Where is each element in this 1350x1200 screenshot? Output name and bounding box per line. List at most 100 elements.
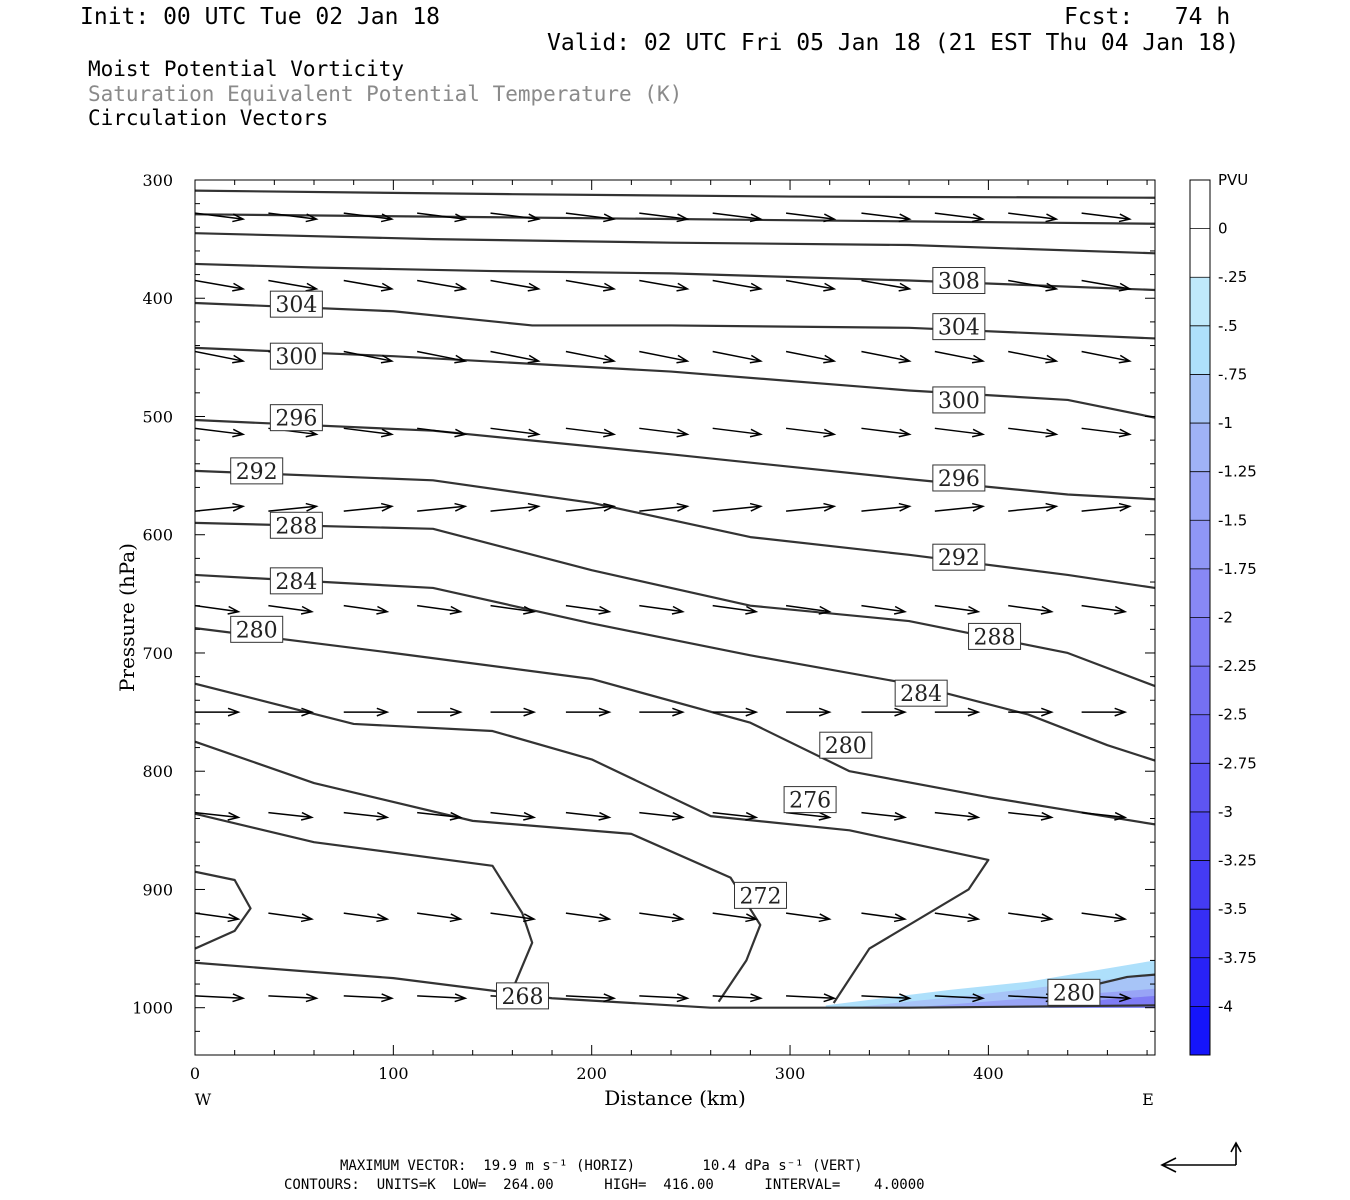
colorbar-bin [1190,228,1210,278]
max-vector-note: MAXIMUM VECTOR: 19.9 m s⁻¹ (HORIZ) 10.4 … [340,1158,863,1174]
contour-label: 296 [275,407,317,432]
theta-contour-308-0 [195,213,1155,225]
vector-arrow [343,993,394,1003]
vector-arrow [785,604,832,615]
vector-arrow [712,427,763,438]
colorbar-bin [1190,471,1210,521]
y-axis-title: Pressure (hPa) [115,543,139,692]
colorbar-bin [1190,763,1210,812]
vector-arrow [1008,212,1059,223]
vector-arrow [712,212,763,223]
y-tick-label: 400 [142,289,173,308]
contour-label: 280 [825,734,867,759]
vector-arrow [1081,350,1132,364]
vector-arrow [1081,212,1132,223]
vector-arrow [565,707,612,717]
vector-arrow [490,912,537,923]
vector-arrow [639,912,685,923]
colorbar-bin [1190,277,1210,326]
vector-arrow [1008,707,1054,717]
contour-label: 284 [900,682,942,707]
vector-arrow [343,502,394,512]
vector-arrow [490,427,541,438]
theta-contour-288-8 [195,521,1155,688]
theta-contour-280-10 [195,627,1155,826]
vector-arrow [417,604,463,615]
vector-arrow [343,707,390,717]
vector-arrow [268,212,319,223]
contour-label-box [495,982,549,1010]
vector-arrow [934,912,981,923]
pv-shading [825,960,1155,1008]
vector-arrow [861,279,912,292]
colorbar-tick-label: -3 [1218,803,1233,821]
vector-arrow [417,350,468,364]
colorbar-bin [1190,180,1210,229]
theta-contour-264-14 [195,870,252,950]
theta-contour-296-6 [195,418,1155,501]
colorbar-tick-label: -2 [1218,609,1233,627]
contour-labels: 308 304 304 300 300 296 296 292 292 288 288 284 284 2… [230,267,1101,1010]
y-tick-label: 300 [142,171,173,190]
contour-label-box [932,267,986,295]
vector-arrow [343,427,394,438]
vector-arrow [490,350,541,364]
colorbar-bin [1190,617,1210,667]
colorbar-tick-label: -3.25 [1218,852,1257,870]
vector-arrow [785,912,832,923]
vector-arrow [417,427,468,438]
colorbar-bin [1190,568,1210,618]
colorbar-bin [1190,811,1210,861]
vector-arrow [417,707,463,717]
contour-label-box [269,342,323,370]
contour-label: 288 [974,625,1016,650]
vector-arrow [934,427,986,438]
colorbar-bin [1190,714,1210,764]
vector-arrow [565,993,617,1003]
contour-label: 292 [236,460,278,485]
contour-label-box [932,313,986,341]
vector-arrow [785,427,837,438]
contour-label-box [932,386,986,414]
vector-arrow [712,811,759,821]
contour-label: 308 [938,270,980,295]
colorbar-bin [1190,520,1210,569]
vector-arrow [565,502,617,512]
theta-contour-264-15 [195,961,1155,1009]
vector-arrow [343,811,390,821]
vector-arrow [861,811,908,821]
vector-arrow [195,212,246,223]
colorbar-tick-label: -.25 [1218,268,1247,286]
contour-label-box [269,290,323,318]
vector-arrow [712,707,759,717]
theta-contour-284-9 [195,573,1155,762]
contour-info-note: CONTOURS: UNITS=K LOW= 264.00 HIGH= 416.… [284,1177,925,1193]
contour-label-box [932,543,986,571]
vector-arrow [1008,604,1054,615]
vector-arrow [1008,912,1054,923]
vector-arrow [195,604,241,615]
contour-label: 276 [789,789,831,814]
vector-arrow [565,604,612,615]
valid-time: Valid: 02 UTC Fri 05 Jan 18 (21 EST Thu … [547,30,1240,56]
contour-label-box [894,679,948,707]
colorbar-bin [1190,325,1210,375]
forecast-hour: Fcst: 74 h [1064,4,1231,30]
x-tick-label: 200 [576,1064,607,1083]
vector-arrow [565,811,612,821]
x-tick-label: 100 [378,1064,409,1083]
vector-arrow [861,912,908,923]
vector-arrow [565,212,617,223]
vector-arrow [195,912,241,923]
colorbar-tick-label: -4 [1218,997,1233,1015]
y-tick-label: 1000 [132,999,173,1018]
contour-label: 304 [938,316,980,341]
vector-arrow [417,912,463,923]
vector-arrow [268,707,314,717]
vector-arrow [195,350,246,364]
vector-arrow [490,279,541,292]
east-label: E [1142,1090,1154,1109]
contour-label: 296 [938,467,980,492]
colorbar-tick-label: -2.75 [1218,754,1257,772]
colorbar-tick-label: -1.25 [1218,463,1257,481]
